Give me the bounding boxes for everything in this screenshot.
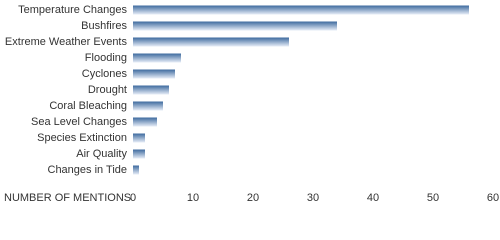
bar (133, 133, 145, 143)
x-tick-label: 10 (187, 192, 199, 204)
bar (133, 117, 157, 127)
y-tick-label: Coral Bleaching (49, 100, 127, 112)
y-tick-label: Air Quality (76, 148, 127, 160)
bar (133, 69, 175, 79)
y-tick-label: Changes in Tide (48, 164, 128, 176)
bar (133, 53, 181, 63)
bar (133, 5, 469, 15)
bar (133, 101, 163, 111)
y-tick-label: Temperature Changes (18, 4, 127, 16)
y-tick-label: Cyclones (82, 68, 128, 80)
x-axis-title: NUMBER OF MENTIONS (4, 192, 131, 204)
y-tick-label: Sea Level Changes (31, 116, 128, 128)
x-tick-label: 60 (487, 192, 499, 204)
y-tick-label: Species Extinction (37, 132, 127, 144)
bar (133, 85, 169, 95)
x-tick-label: 0 (130, 192, 136, 204)
x-tick-label: 40 (367, 192, 379, 204)
bar (133, 37, 289, 47)
chart: NUMBER OF MENTIONS 0 10 20 30 40 50 60 Temperat… (4, 4, 499, 204)
x-tick-label: 20 (247, 192, 259, 204)
x-tick-label: 30 (307, 192, 319, 204)
bar (133, 165, 139, 175)
x-tick-label: 50 (427, 192, 439, 204)
y-tick-label: Extreme Weather Events (5, 36, 128, 48)
y-tick-label: Flooding (85, 52, 127, 64)
y-tick-label: Drought (88, 84, 127, 96)
y-tick-label: Bushfires (81, 20, 127, 32)
bar (133, 21, 337, 31)
bar (133, 149, 145, 159)
